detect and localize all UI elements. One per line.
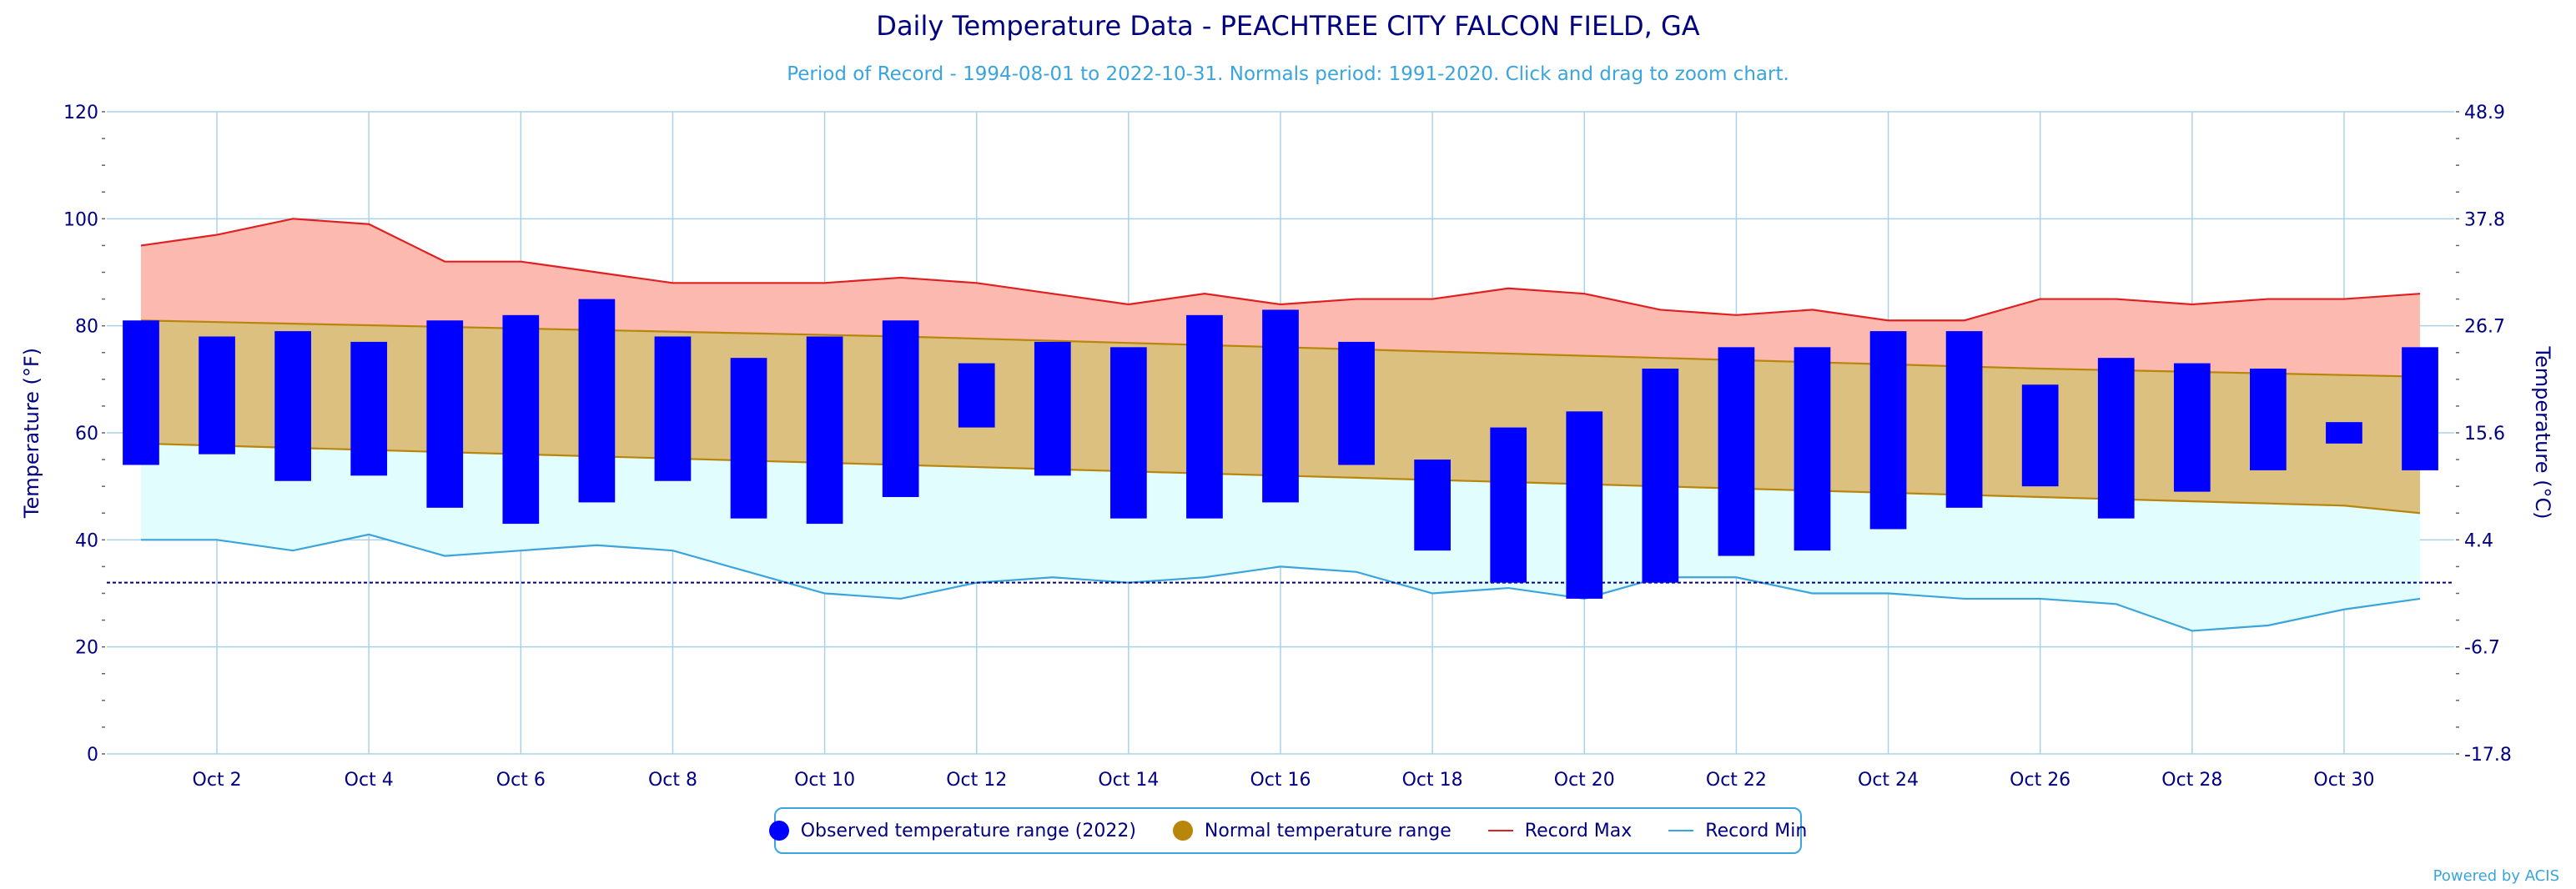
- observed-bar[interactable]: [730, 358, 767, 519]
- x-tick-label: Oct 24: [1858, 770, 1919, 791]
- legend-label-normal: Normal temperature range: [1204, 820, 1452, 841]
- observed-bar[interactable]: [350, 341, 388, 476]
- observed-bar[interactable]: [502, 314, 540, 525]
- y-tick-label: 100: [63, 209, 98, 230]
- y-tick-label-right: 26.7: [2464, 317, 2505, 338]
- observed-bar[interactable]: [1642, 369, 1679, 583]
- legend-item-observed[interactable]: Observed temperature range (2022): [768, 820, 1136, 841]
- y-tick-label-right: 37.8: [2464, 209, 2505, 230]
- record-max-area: [140, 218, 2421, 377]
- y-tick-label-right: -17.8: [2464, 745, 2512, 766]
- credit-link[interactable]: Powered by ACIS: [2433, 867, 2559, 885]
- observed-bar[interactable]: [1490, 427, 1527, 583]
- observed-bar[interactable]: [2173, 363, 2211, 492]
- y-tick-label-right: -6.7: [2464, 638, 2500, 659]
- observed-bar[interactable]: [882, 320, 919, 497]
- record-min-line: [140, 533, 2421, 632]
- observed-bar[interactable]: [2402, 347, 2438, 470]
- observed-bar[interactable]: [1262, 309, 1299, 503]
- y-tick-label-right: 4.4: [2464, 530, 2493, 551]
- observed-bar[interactable]: [1869, 331, 1907, 530]
- y-axis-title-right: Temperature (°C): [2531, 345, 2554, 519]
- legend-item-record-min[interactable]: Record Min: [1668, 821, 1807, 841]
- chart-subtitle: Period of Record - 1994-08-01 to 2022-10…: [787, 63, 1789, 85]
- observed-bar[interactable]: [1414, 460, 1451, 551]
- y-tick-label: 60: [75, 424, 98, 444]
- x-tick-label: Oct 28: [2161, 770, 2222, 791]
- y-tick-label-right: 15.6: [2464, 424, 2505, 444]
- observed-bar[interactable]: [1034, 341, 1071, 476]
- observed-bar[interactable]: [806, 336, 843, 525]
- observed-bar[interactable]: [1186, 314, 1223, 519]
- x-tick-label: Oct 16: [1250, 770, 1311, 791]
- x-tick-label: Oct 12: [946, 770, 1007, 791]
- observed-bar[interactable]: [2021, 384, 2059, 487]
- x-tick-label: Oct 6: [496, 770, 546, 791]
- y-tick-label: 40: [75, 530, 98, 551]
- legend-item-normal[interactable]: Normal temperature range: [1172, 820, 1452, 841]
- observed-bar[interactable]: [1794, 347, 1831, 551]
- x-tick-label: Oct 8: [648, 770, 697, 791]
- chart-title: Daily Temperature Data - PEACHTREE CITY …: [876, 10, 1700, 42]
- y-tick-label: 20: [75, 638, 98, 659]
- observed-bar[interactable]: [654, 336, 692, 481]
- record-max-swatch-icon: [1487, 830, 1513, 831]
- observed-bar[interactable]: [1718, 347, 1755, 556]
- x-tick-label: Oct 4: [345, 770, 394, 791]
- legend-item-record-max[interactable]: Record Max: [1487, 820, 1633, 841]
- observed-bar[interactable]: [123, 320, 159, 465]
- observed-swatch-icon: [768, 821, 789, 841]
- observed-bar[interactable]: [1110, 347, 1147, 519]
- observed-bar[interactable]: [1338, 341, 1375, 465]
- legend-label-record-max: Record Max: [1524, 820, 1633, 841]
- record-min-area: [140, 443, 2421, 631]
- y-tick-label-right: 48.9: [2464, 103, 2505, 123]
- legend-label-observed: Observed temperature range (2022): [800, 820, 1136, 841]
- chart-legend[interactable]: Observed temperature range (2022) Normal…: [768, 807, 1807, 854]
- x-tick-label: Oct 20: [1554, 770, 1615, 791]
- x-tick-label: Oct 22: [1706, 770, 1767, 791]
- observed-bar[interactable]: [199, 336, 235, 455]
- observed-bar[interactable]: [274, 331, 311, 481]
- x-tick-label: Oct 30: [2313, 770, 2374, 791]
- y-tick-label: 80: [75, 317, 98, 338]
- y-axis-title: Temperature (°F): [20, 348, 43, 519]
- observed-bar[interactable]: [578, 299, 616, 503]
- y-tick-label: 0: [87, 745, 98, 766]
- x-tick-label: Oct 2: [193, 770, 242, 791]
- observed-bar[interactable]: [426, 320, 464, 508]
- record-max-line: [140, 218, 2421, 322]
- axes: 0 -17.8 20 -6.7 40 4.4 60 15.6 80 26.7 100 37.8 120 4…: [20, 103, 2554, 791]
- record-min-swatch-icon: [1668, 830, 1694, 831]
- normal-swatch-icon: [1172, 821, 1193, 841]
- observed-bar[interactable]: [1945, 331, 1983, 508]
- x-tick-label: Oct 18: [1402, 770, 1463, 791]
- observed-bar[interactable]: [1566, 411, 1603, 599]
- x-tick-label: Oct 10: [794, 770, 855, 791]
- legend-label-record-min: Record Min: [1705, 820, 1808, 841]
- observed-bars[interactable]: [123, 299, 2438, 599]
- observed-bar[interactable]: [958, 363, 995, 428]
- observed-bar[interactable]: [2326, 422, 2362, 444]
- y-tick-label: 120: [63, 103, 98, 123]
- observed-bar[interactable]: [2250, 369, 2287, 470]
- x-tick-label: Oct 14: [1098, 770, 1159, 791]
- x-tick-label: Oct 26: [2010, 770, 2070, 791]
- observed-bar[interactable]: [2097, 358, 2135, 519]
